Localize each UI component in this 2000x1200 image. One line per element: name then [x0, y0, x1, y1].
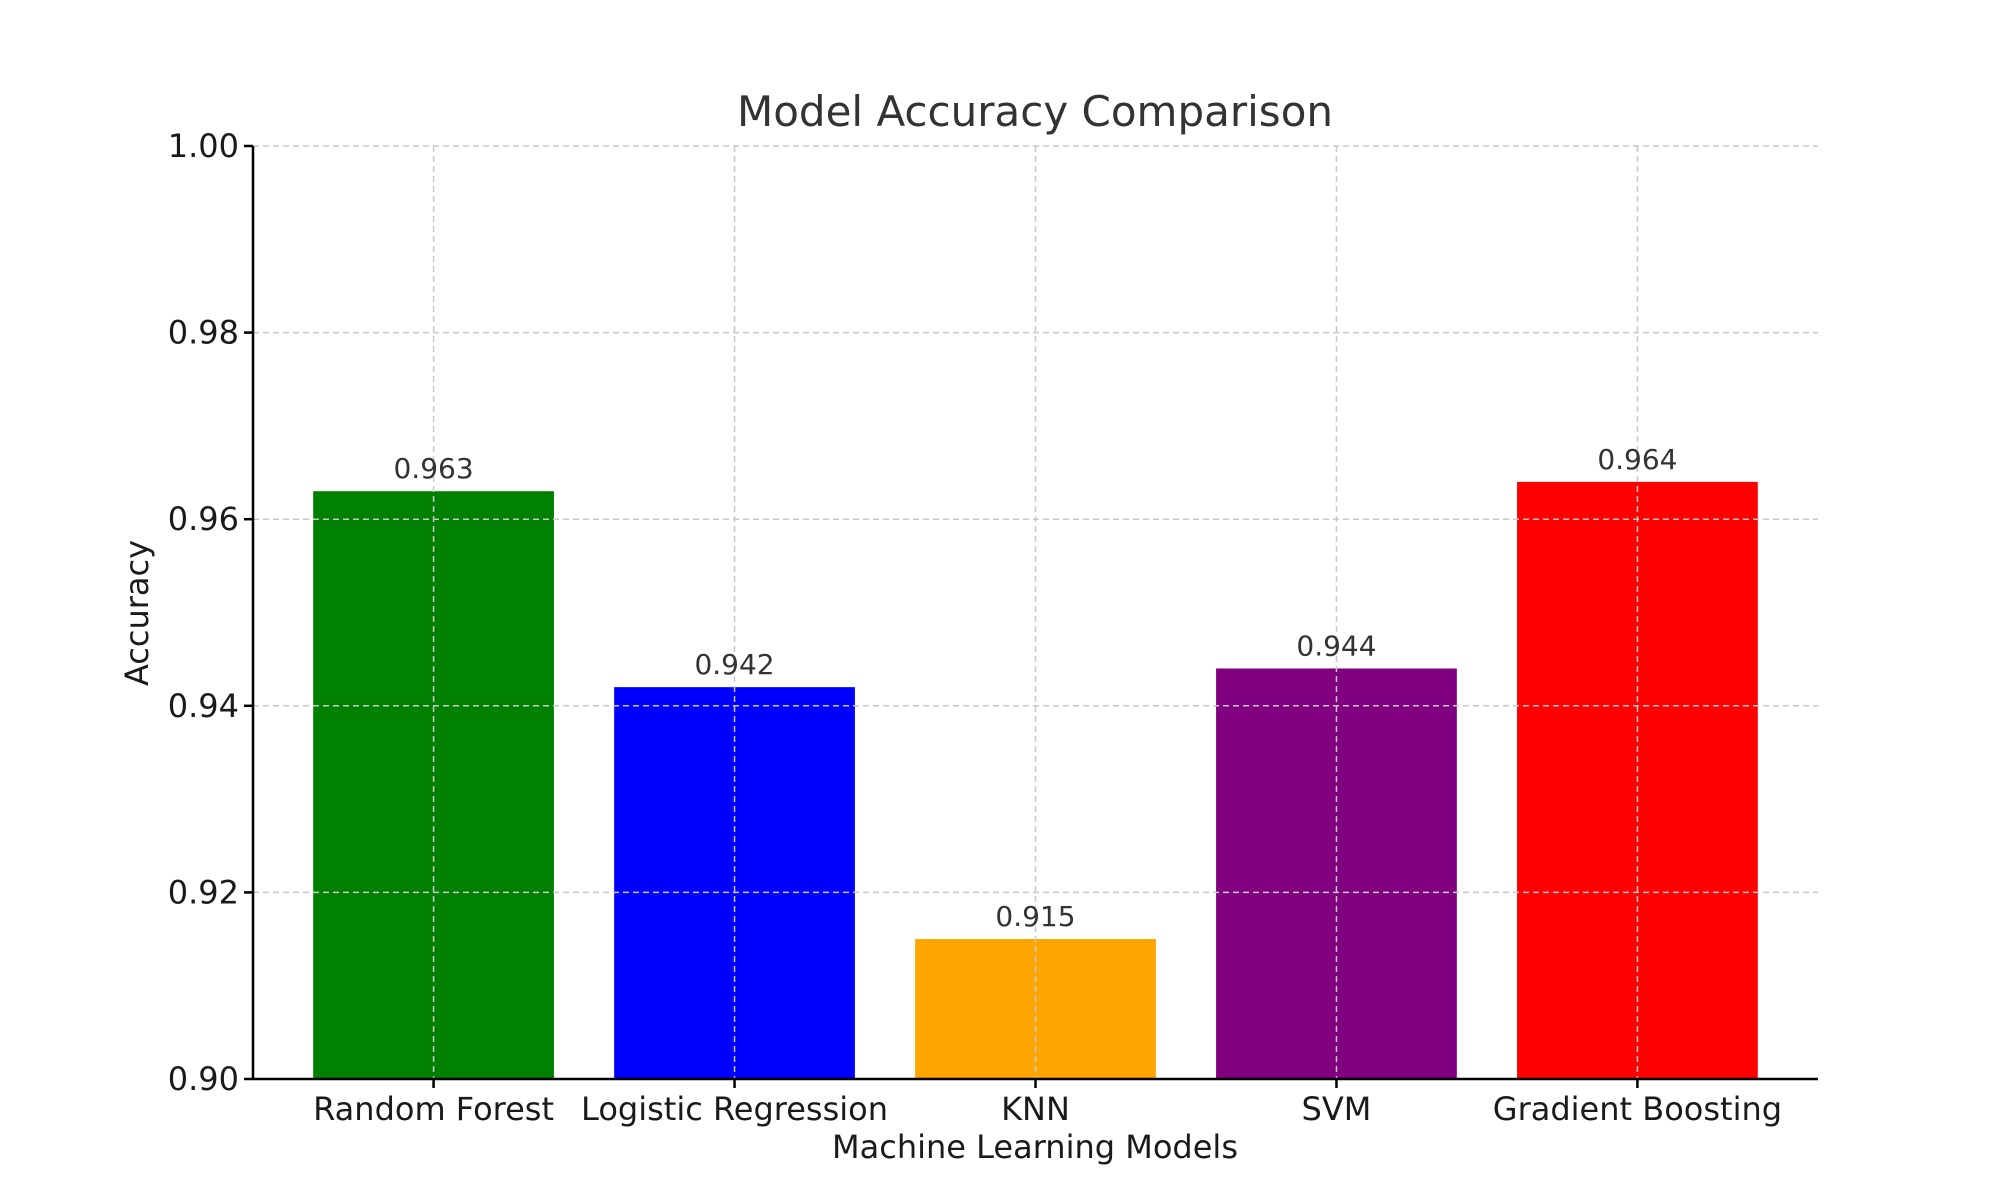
x-tick-label: Random Forest [313, 1090, 554, 1128]
bar-value-label: 0.942 [694, 648, 774, 681]
x-tick-label: KNN [1001, 1090, 1070, 1128]
y-tick-label: 0.96 [168, 500, 239, 538]
y-tick-label: 0.94 [168, 687, 239, 725]
chart-title: Model Accuracy Comparison [737, 87, 1333, 136]
y-ticks: 0.90 0.92 0.94 0.96 0.98 1.00 [168, 127, 253, 1098]
x-axis-label: Machine Learning Models [832, 1128, 1238, 1166]
x-tick-label: SVM [1302, 1090, 1372, 1128]
y-tick-label: 0.90 [168, 1060, 239, 1098]
bar [614, 687, 855, 1079]
x-tick-label: Logistic Regression [581, 1090, 888, 1128]
y-tick-label: 0.98 [168, 314, 239, 352]
y-tick-label: 0.92 [168, 873, 239, 911]
bar-value-label: 0.944 [1296, 629, 1376, 662]
y-axis-label: Accuracy [118, 540, 156, 686]
value-labels: 0.963 0.942 0.915 0.944 0.964 [393, 443, 1677, 933]
bars [253, 145, 1818, 1080]
y-tick-label: 1.00 [168, 127, 239, 165]
bar-value-label: 0.915 [995, 900, 1075, 933]
x-tick-label: Gradient Boosting [1493, 1090, 1782, 1128]
grid-overlay [253, 145, 1818, 1079]
bar-value-label: 0.963 [393, 452, 473, 485]
x-tick-labels: Random Forest Logistic Regression KNN SVM Gr… [313, 1079, 1782, 1128]
bar-value-label: 0.964 [1597, 443, 1677, 476]
